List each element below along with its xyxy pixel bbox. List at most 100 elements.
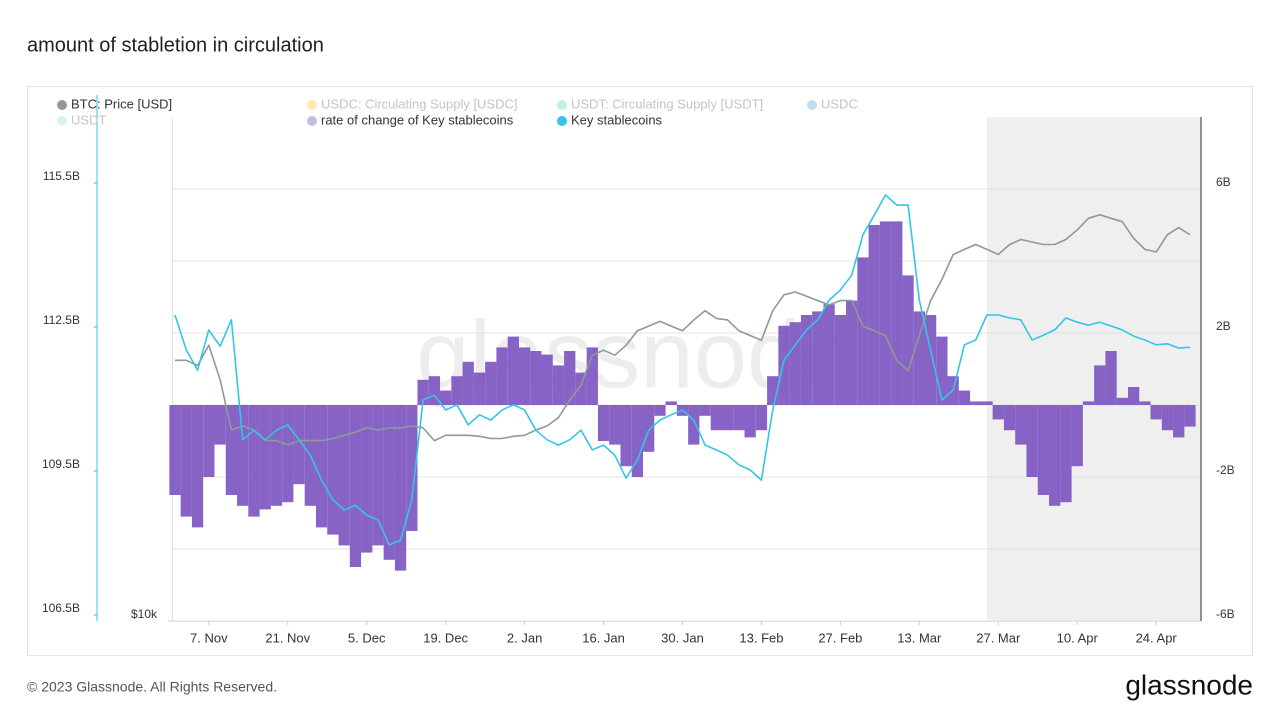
- bar: [846, 300, 858, 405]
- bar: [169, 405, 181, 495]
- bar: [191, 405, 204, 528]
- bar: [462, 361, 474, 405]
- bar: [315, 405, 328, 528]
- y2-tick-label: 2B: [1216, 319, 1231, 333]
- bar: [473, 372, 486, 405]
- bar: [755, 405, 768, 431]
- bar: [1015, 405, 1027, 445]
- y2-tick-label: -6B: [1216, 607, 1235, 621]
- bar: [902, 275, 914, 405]
- bar: [394, 405, 407, 571]
- bar: [699, 405, 711, 416]
- bar: [936, 336, 948, 405]
- footer: © 2023 Glassnode. All Rights Reserved.: [27, 679, 277, 695]
- bar: [338, 405, 350, 546]
- bar: [891, 221, 903, 405]
- bar: [800, 315, 813, 405]
- bar: [372, 405, 384, 546]
- bar: [1082, 401, 1095, 405]
- bar: [721, 405, 734, 431]
- bar: [1071, 405, 1083, 467]
- bar: [1184, 405, 1196, 427]
- bar: [507, 336, 519, 405]
- x-tick-label: 30. Jan: [661, 630, 704, 645]
- bar: [733, 405, 745, 431]
- bar: [248, 405, 260, 517]
- bar: [643, 405, 655, 452]
- x-tick-label: 24. Apr: [1136, 630, 1178, 645]
- legend-label: USDT: [71, 112, 106, 127]
- bar: [665, 401, 677, 405]
- bar: [1105, 351, 1117, 405]
- bar: [203, 405, 215, 477]
- legend-label: BTC: Price [USD]: [71, 96, 172, 111]
- bar: [485, 361, 497, 405]
- bar: [924, 315, 937, 405]
- legend-label: rate of change of Key stablecoins: [321, 112, 514, 127]
- legend-label: Key stablecoins: [571, 112, 663, 127]
- bar: [451, 376, 463, 405]
- legend-label: USDC: [821, 96, 858, 111]
- bar: [575, 372, 587, 405]
- bar: [406, 405, 418, 531]
- bar: [282, 405, 294, 503]
- x-tick-label: 10. Apr: [1057, 630, 1099, 645]
- bar: [1060, 405, 1072, 503]
- legend-label: USDC: Circulating Supply [USDC]: [321, 96, 518, 111]
- x-tick-label: 7. Nov: [190, 630, 228, 645]
- shaded-region: [987, 117, 1200, 621]
- bar: [789, 322, 801, 405]
- bar: [879, 221, 892, 405]
- x-tick-label: 19. Dec: [423, 630, 468, 645]
- x-tick-label: 27. Mar: [976, 630, 1021, 645]
- bar: [1173, 405, 1185, 438]
- bar: [812, 311, 824, 405]
- y2-tick-label: -2B: [1216, 463, 1235, 477]
- legend-dot: [307, 116, 317, 126]
- bar: [620, 405, 632, 467]
- bar: [518, 347, 531, 405]
- legend-dot: [557, 116, 567, 126]
- x-tick-label: 16. Jan: [582, 630, 625, 645]
- axes: 6B 2B -2B -6B 115.5B 112.5B 109.5B 106.5B $10k 7.…: [42, 169, 1235, 645]
- marks: [169, 194, 1196, 571]
- legend-dot: [57, 116, 67, 126]
- bar: [868, 225, 880, 405]
- y3-tick-label: $10k: [131, 607, 158, 621]
- bar: [1037, 405, 1050, 495]
- x-tick-label: 2. Jan: [507, 630, 542, 645]
- x-tick-label: 13. Mar: [897, 630, 942, 645]
- bar: [552, 365, 565, 405]
- bar: [327, 405, 339, 535]
- bar: [1049, 405, 1061, 506]
- bar: [744, 405, 756, 438]
- bar: [1127, 387, 1140, 405]
- y-tick-label: 115.5B: [43, 169, 80, 183]
- bar: [237, 405, 249, 506]
- logo: glassnode: [1125, 669, 1253, 700]
- bar: [688, 405, 700, 445]
- bar: [293, 405, 305, 485]
- bar: [180, 405, 192, 517]
- legend-dot: [557, 100, 567, 110]
- bar: [417, 379, 429, 405]
- bar: [496, 347, 508, 405]
- bar: [609, 405, 621, 445]
- bar: [586, 347, 598, 405]
- bar: [597, 405, 610, 441]
- bar: [1026, 405, 1038, 477]
- bar: [530, 351, 542, 405]
- bar: [259, 405, 271, 510]
- x-tick-label: 21. Nov: [265, 630, 310, 645]
- y2-tick-label: 6B: [1216, 175, 1231, 189]
- bar: [710, 405, 722, 431]
- line: [175, 214, 1191, 446]
- legend: BTC: Price [USD] USDC: Circulating Supply…: [57, 96, 858, 127]
- legend-label: USDT: Circulating Supply [USDT]: [571, 96, 763, 111]
- bar: [349, 405, 362, 567]
- x-tick-label: 27. Feb: [818, 630, 862, 645]
- bar: [270, 405, 283, 506]
- x-tick-label: 5. Dec: [348, 630, 386, 645]
